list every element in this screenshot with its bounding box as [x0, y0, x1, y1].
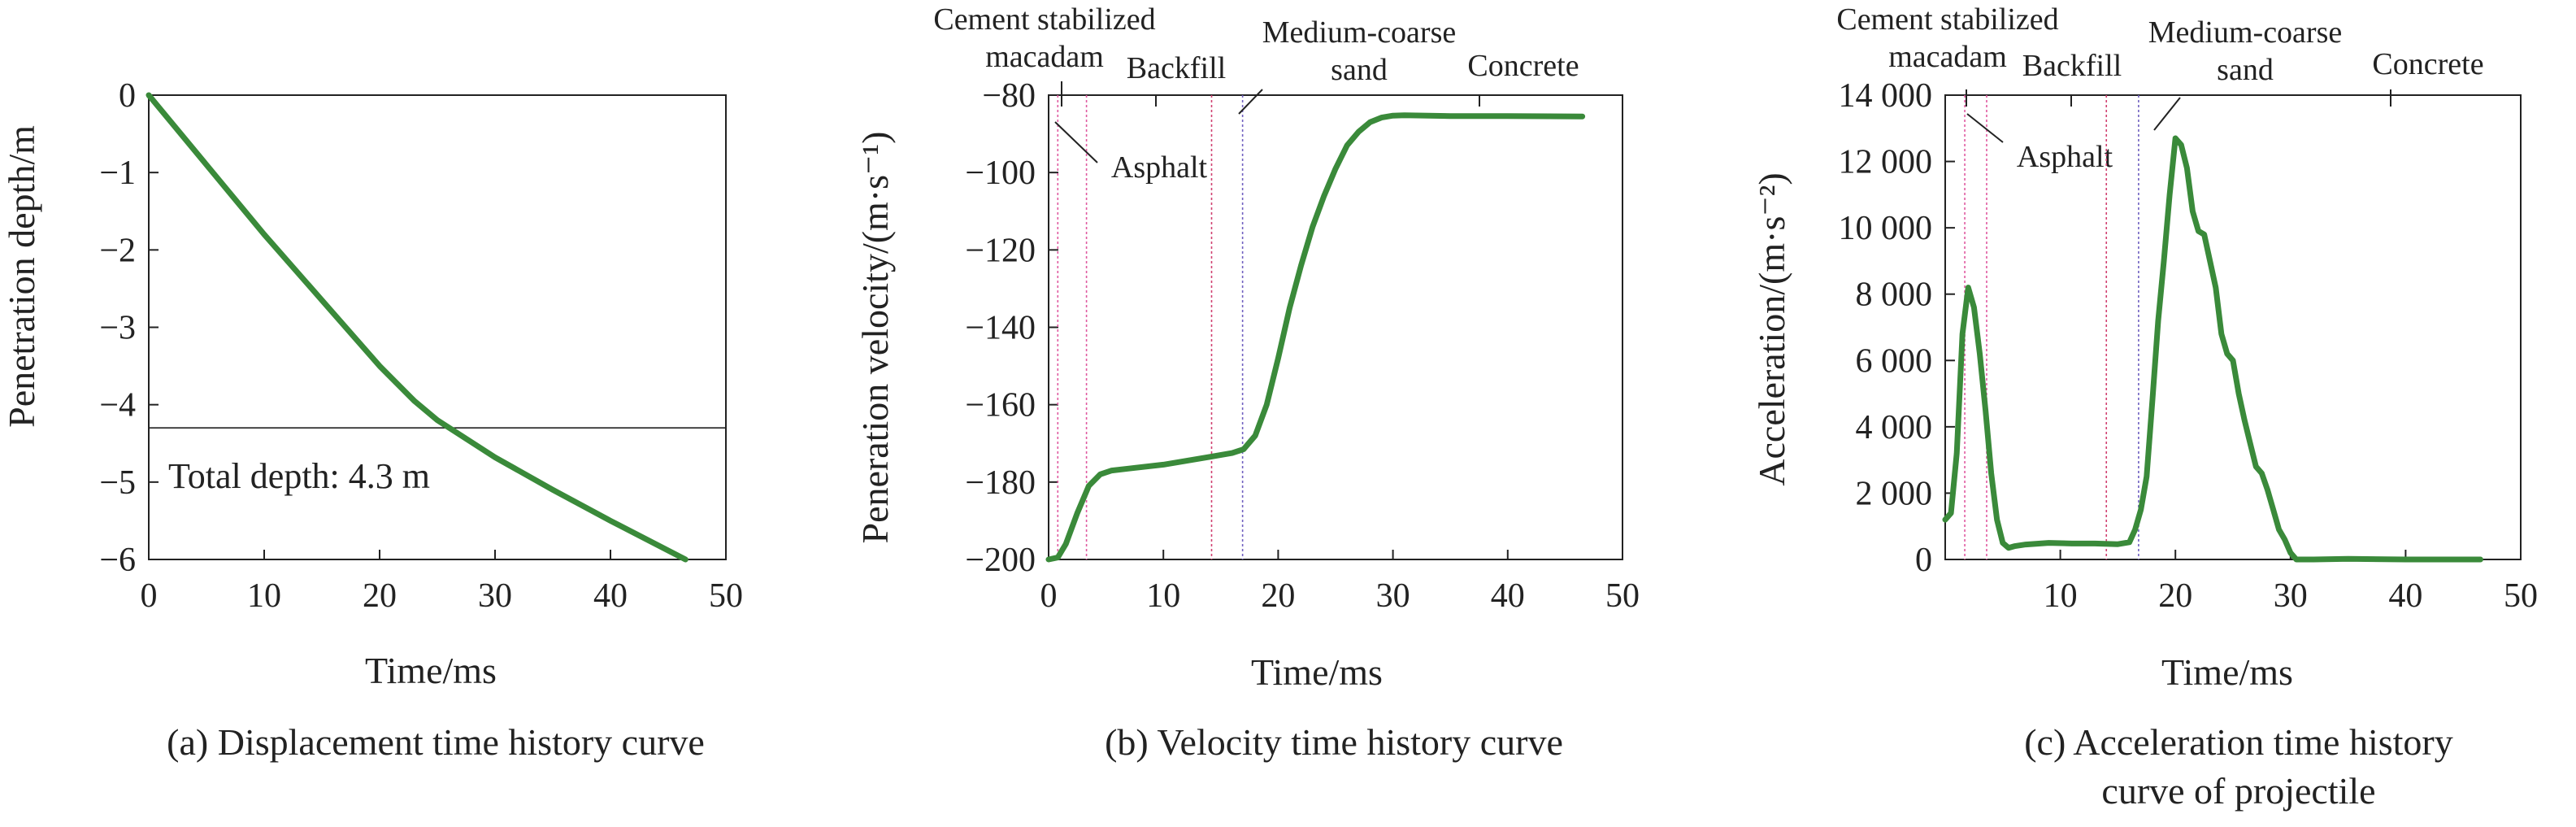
chart-c-caption-line2: curve of projectile: [2101, 770, 2375, 812]
chart-c-ylabel: Acceleration/(m·s⁻²): [1751, 172, 1792, 485]
chart-a-xtick-label: 40: [593, 577, 628, 615]
chart-b-layer-cement-line2: macadam: [985, 40, 1104, 74]
chart-a-ytick-label: −5: [99, 464, 136, 502]
chart-c-plot-frame: [1944, 94, 2522, 560]
chart-a-ytick-label: −6: [99, 542, 136, 579]
chart-b-xlabel: Time/ms: [1251, 651, 1383, 693]
chart-c-xtick-label: 10: [2044, 577, 2078, 615]
chart-b-asphalt-leader: [1054, 121, 1098, 163]
velocity-chart: Peneration velocity/(m·s⁻¹) Time/ms (b) …: [854, 2, 1640, 763]
chart-a-ylabel: Penetration depth/m: [1, 125, 42, 428]
acceleration-chart: Acceleration/(m·s⁻²) Time/ms (c) Acceler…: [1751, 2, 2538, 812]
chart-b-ylabel: Peneration velocity/(m·s⁻¹): [854, 132, 896, 544]
chart-c-layer-cement-line2: macadam: [1888, 40, 2007, 74]
chart-b-xtick-label: 30: [1376, 577, 1410, 615]
chart-a-total-depth-label: Total depth: 4.3 m: [168, 456, 430, 496]
chart-b-ytick-label: −160: [965, 387, 1036, 424]
chart-b-layer-sand-line1: Medium-coarse: [1262, 15, 1456, 50]
chart-c-ytick-label: 6 000: [1856, 342, 1933, 380]
chart-c-caption-line1: (c) Acceleration time history: [2024, 721, 2453, 763]
chart-a-ytick-label: −4: [99, 387, 136, 424]
chart-c-xtick-label: 30: [2274, 577, 2308, 615]
chart-b-layer-concrete: Concrete: [1467, 49, 1579, 83]
chart-b-sand-leader: [1238, 89, 1263, 115]
chart-c-xtick-label: 40: [2388, 577, 2422, 615]
chart-b-xtick-label: 0: [1040, 577, 1058, 615]
chart-c-layer-asphalt: Asphalt: [2017, 140, 2113, 174]
chart-c-xtick-label: 20: [2158, 577, 2192, 615]
chart-a-xtick-label: 20: [363, 577, 397, 615]
chart-b-layer-backfill: Backfill: [1127, 51, 1226, 85]
chart-a-xtick-label: 0: [141, 577, 158, 615]
chart-a-series-line: [146, 92, 689, 563]
chart-c-ytick-label: 4 000: [1856, 409, 1933, 446]
chart-a-xtick-label: 30: [478, 577, 512, 615]
chart-c-sand-leader: [2153, 97, 2181, 131]
chart-b-xtick-label: 50: [1605, 577, 1640, 615]
chart-c-xtick-label: 50: [2504, 577, 2538, 615]
chart-b-xtick-label: 40: [1491, 577, 1525, 615]
chart-a-caption: (a) Displacement time history curve: [167, 721, 705, 763]
chart-c-ytick-label: 0: [1915, 542, 1932, 579]
chart-b-series-line: [1045, 112, 1586, 563]
chart-b-ytick-label: −200: [965, 542, 1036, 579]
chart-b-ytick-label: −140: [965, 310, 1036, 347]
chart-c-ytick-label: 2 000: [1856, 475, 1933, 512]
chart-c-xlabel: Time/ms: [2161, 651, 2293, 693]
chart-c-layer-concrete: Concrete: [2372, 47, 2483, 81]
chart-b-caption: (b) Velocity time history curve: [1105, 721, 1563, 763]
chart-b-ytick-label: −180: [965, 464, 1036, 502]
chart-c-series-line: [1942, 135, 2483, 563]
chart-a-ytick-label: −2: [99, 232, 136, 269]
chart-a-xlabel: Time/ms: [365, 650, 497, 691]
displacement-chart: Penetration depth/m Time/ms (a) Displace…: [1, 77, 743, 763]
chart-c-ytick-label: 8 000: [1856, 276, 1933, 314]
chart-a-xtick-label: 50: [709, 577, 743, 615]
chart-c-ytick-label: 12 000: [1839, 144, 1933, 181]
chart-b-layer-cement-line1: Cement stabilized: [933, 2, 1155, 37]
chart-c-asphalt-leader: [1966, 113, 2004, 143]
chart-b-layer-asphalt: Asphalt: [1111, 150, 1208, 185]
chart-a-xtick-label: 10: [247, 577, 281, 615]
chart-b-ytick-label: −120: [965, 232, 1036, 269]
chart-b-xtick-label: 10: [1146, 577, 1180, 615]
chart-c-ytick-label: 14 000: [1839, 77, 1933, 115]
chart-b-xtick-label: 20: [1261, 577, 1295, 615]
chart-a-ytick-label: −1: [99, 155, 136, 192]
chart-c-layer-sand-line1: Medium-coarse: [2148, 15, 2342, 50]
chart-a-ytick-label: −3: [99, 310, 136, 347]
chart-c-layer-backfill: Backfill: [2022, 49, 2122, 83]
chart-a-ytick-label: 0: [119, 77, 136, 115]
chart-c-layer-sand-line2: sand: [2217, 53, 2274, 87]
chart-b-ytick-label: −80: [982, 77, 1036, 115]
chart-b-layer-sand-line2: sand: [1331, 53, 1388, 87]
chart-c-ytick-label: 10 000: [1839, 210, 1933, 247]
chart-c-layer-cement-line1: Cement stabilized: [1836, 2, 2058, 37]
chart-b-ytick-label: −100: [965, 155, 1036, 192]
